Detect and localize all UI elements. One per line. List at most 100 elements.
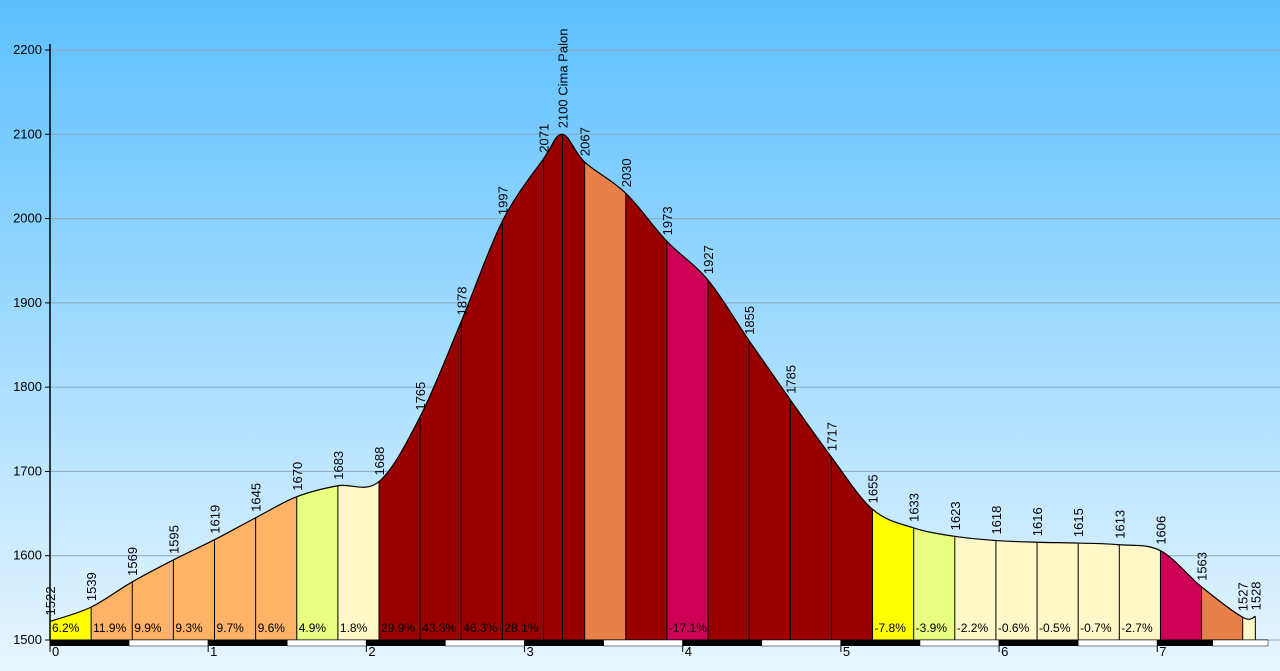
x-scale-bar-dark [1157, 640, 1213, 646]
grade-label: 9.3% [175, 621, 203, 635]
profile-segment [562, 134, 585, 641]
x-scale-bar-light [287, 639, 367, 647]
x-scale-bar-dark [50, 640, 130, 646]
y-tick-label: 1800 [13, 379, 42, 394]
grade-label: -3.9% [916, 621, 948, 635]
segment-dividers [90, 134, 1256, 640]
y-tick-label: 2200 [13, 42, 42, 57]
elevation-label: 1623 [948, 501, 963, 530]
elevation-label: 1563 [1195, 552, 1210, 581]
elevation-label: 1670 [290, 462, 305, 491]
elevation-label: 1997 [495, 186, 510, 215]
x-scale-bar-dark [682, 640, 762, 646]
x-scale-bar-light [761, 639, 842, 647]
x-scale-bar-light [128, 639, 209, 647]
profile-segment [872, 509, 914, 640]
grade-label: -2.2% [957, 621, 989, 635]
elevation-label: 1765 [413, 382, 428, 411]
profile-segment [91, 581, 133, 640]
grade-label: -17.1% [669, 621, 707, 635]
x-axis: 0 1 2 3 4 5 6 7 [49, 639, 1269, 659]
x-tick-label: 1 [210, 644, 217, 659]
profile-segments [50, 134, 1256, 641]
elevation-label: 2100 Cima Palon [556, 29, 571, 129]
grade-label: 46.3% [463, 621, 497, 635]
profile-segment [1119, 544, 1161, 640]
grade-label: 1.8% [340, 621, 368, 635]
y-tick-label: 1900 [13, 295, 42, 310]
x-tick-label: 3 [527, 644, 534, 659]
x-scale-bar-light [919, 639, 1000, 647]
profile-segment [625, 193, 667, 641]
profile-segment [831, 457, 873, 640]
profile-segment [337, 481, 380, 640]
elevation-label: 1618 [989, 506, 1004, 535]
x-tick-label: 7 [1159, 644, 1166, 659]
profile-segment [1201, 586, 1243, 640]
x-scale-bar-dark [366, 640, 446, 646]
elevation-label: 2030 [619, 158, 634, 187]
x-scale-bar-dark [524, 640, 604, 646]
elevation-label: 2067 [578, 127, 593, 156]
profile-segment [995, 540, 1038, 640]
x-tick-label: 6 [1001, 644, 1008, 659]
elevation-label: 1645 [249, 483, 264, 512]
x-scale-bar-dark [208, 640, 288, 646]
profile-segment [790, 399, 832, 640]
x-scale-bar-light [603, 639, 683, 647]
grade-label: 4.9% [299, 621, 327, 635]
grade-label: 9.6% [258, 621, 286, 635]
profile-segment [50, 607, 92, 640]
grade-label: 6.2% [52, 621, 80, 635]
profile-segment [132, 559, 174, 640]
profile-segment [1242, 616, 1256, 640]
y-tick-label: 1600 [13, 548, 42, 563]
profile-segment [296, 485, 338, 640]
grade-label: 43.3% [422, 621, 456, 635]
profile-segment [420, 321, 462, 640]
y-tick-label: 1700 [13, 463, 42, 478]
y-tick-label: 1500 [13, 632, 42, 647]
elevation-label: 1878 [454, 286, 469, 315]
profile-segment [461, 221, 503, 640]
y-tick-label: 2100 [13, 126, 42, 141]
elevation-label: 1619 [208, 505, 223, 534]
grade-label: -0.5% [1039, 621, 1071, 635]
grade-label: 9.7% [217, 621, 245, 635]
elevation-label: 1683 [331, 451, 346, 480]
elevation-label: 1655 [866, 474, 881, 503]
grade-label: -0.6% [998, 621, 1030, 635]
elevation-label: 1613 [1112, 510, 1127, 539]
profile-segment [173, 539, 215, 640]
profile-segment [255, 496, 297, 640]
grade-label: 9.9% [134, 621, 162, 635]
elevation-label: 1973 [660, 206, 675, 235]
elevation-label: 1633 [907, 493, 922, 522]
grade-label: -2.7% [1121, 621, 1153, 635]
grade-label: 11.9% [93, 621, 126, 635]
profile-segment [502, 158, 544, 640]
y-tick-label: 2000 [13, 211, 42, 226]
x-tick-label: 4 [685, 644, 692, 659]
profile-segment [584, 162, 626, 640]
elevation-label: 1528 [1248, 581, 1263, 610]
grade-label: -0.7% [1080, 621, 1112, 635]
elevation-label: 1569 [125, 547, 140, 576]
grade-labels: 6.2% 11.9% 9.9% 9.3% 9.7% 9.6% 4.9% 1.8% 29.9% 43… [52, 621, 1153, 635]
elevation-label: 1606 [1153, 516, 1168, 545]
profile-segment [1078, 543, 1120, 640]
x-scale-bar-light [445, 639, 525, 647]
y-axis: 1500 1600 1700 1800 1900 2000 2100 2200 [13, 42, 51, 647]
profile-segment [954, 536, 996, 640]
profile-segment [666, 241, 709, 641]
x-tick-label: 0 [52, 644, 59, 659]
profile-segment [1037, 542, 1079, 640]
profile-segment [749, 340, 791, 640]
elevation-label: 1785 [783, 365, 798, 394]
elevation-labels: 1522 1539 1569 1595 1619 1645 1670 1683 1688 1765… [43, 29, 1263, 616]
elevation-label: 2071 [537, 124, 552, 153]
grade-label: -7.8% [875, 621, 907, 635]
profile-segment [543, 134, 563, 640]
grade-label: 28.1% [504, 621, 538, 635]
